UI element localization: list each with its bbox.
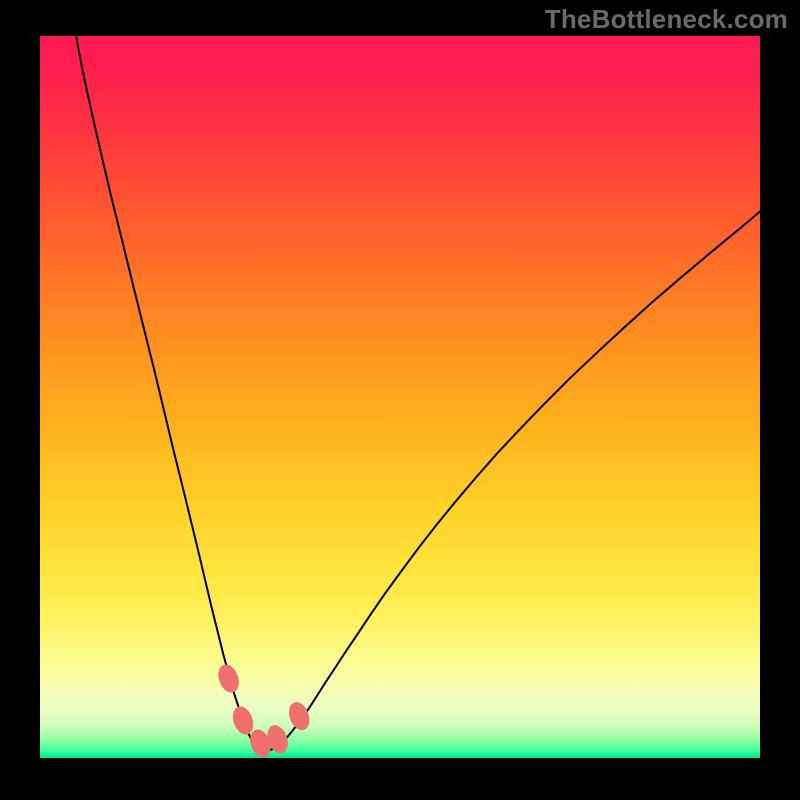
watermark-text: TheBottleneck.com: [545, 4, 788, 35]
plot-background: [40, 36, 760, 758]
bottleneck-curve-chart: [40, 36, 760, 758]
plot-area: [40, 36, 760, 758]
canvas: TheBottleneck.com: [0, 0, 800, 800]
